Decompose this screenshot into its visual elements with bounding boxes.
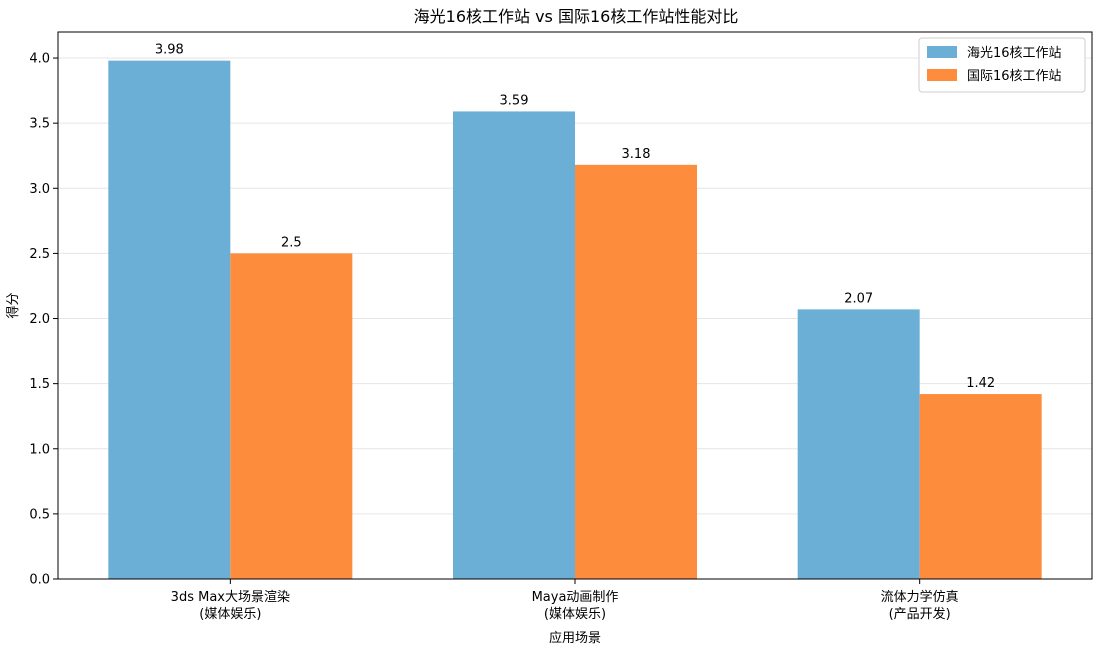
- y-tick-label: 0.0: [29, 573, 50, 588]
- bar-value-label: 3.98: [155, 43, 184, 58]
- legend-label: 海光16核工作站: [967, 46, 1062, 61]
- y-tick-label: 3.5: [29, 117, 50, 132]
- bar: [575, 164, 697, 580]
- y-tick-label: 1.0: [29, 442, 50, 457]
- y-axis-label: 得分: [5, 292, 21, 318]
- y-tick-label: 3.0: [29, 182, 50, 197]
- bar: [919, 394, 1042, 579]
- chart-title: 海光16核工作站 vs 国际16核工作站性能对比: [414, 7, 739, 26]
- x-tick-label: 3ds Max大场景渲染: [171, 590, 290, 605]
- bar: [453, 111, 575, 579]
- x-tick-label: Maya动画制作: [532, 590, 619, 605]
- legend-box: [918, 37, 1086, 93]
- bar-value-label: 2.5: [281, 235, 302, 250]
- x-tick-label: (媒体娱乐): [199, 607, 261, 622]
- bar-value-labels: 3.98 2.5 3.59 3.18 2.07 1.42: [155, 43, 995, 391]
- bar: [108, 60, 231, 579]
- x-tick-label: (媒体娱乐): [544, 607, 606, 622]
- legend-swatch: [927, 69, 957, 81]
- y-axis-ticks: 0.0 0.5 1.0 1.5 2.0 2.5 3.0 3.5 4.0: [29, 52, 58, 588]
- bar: [797, 309, 920, 579]
- y-tick-label: 4.0: [29, 52, 50, 67]
- bar-value-label: 1.42: [966, 376, 995, 391]
- x-axis-label: 应用场景: [549, 630, 601, 646]
- y-tick-label: 2.5: [29, 247, 50, 262]
- bars: [108, 60, 1042, 580]
- bar-value-label: 3.59: [500, 93, 529, 108]
- bar-value-label: 2.07: [844, 291, 873, 306]
- y-tick-label: 2.0: [29, 312, 50, 327]
- x-tick-label: 流体力学仿真: [881, 589, 959, 605]
- x-tick-label: (产品开发): [889, 606, 951, 622]
- legend-swatch: [927, 46, 957, 58]
- bar: [230, 253, 353, 579]
- bar-value-label: 3.18: [622, 147, 651, 162]
- y-tick-label: 0.5: [29, 507, 50, 522]
- y-tick-label: 1.5: [29, 377, 50, 392]
- legend-label: 国际16核工作站: [967, 69, 1062, 84]
- x-axis-ticks: 3ds Max大场景渲染 (媒体娱乐) Maya动画制作 (媒体娱乐) 流体力学仿真(产…: [171, 579, 959, 622]
